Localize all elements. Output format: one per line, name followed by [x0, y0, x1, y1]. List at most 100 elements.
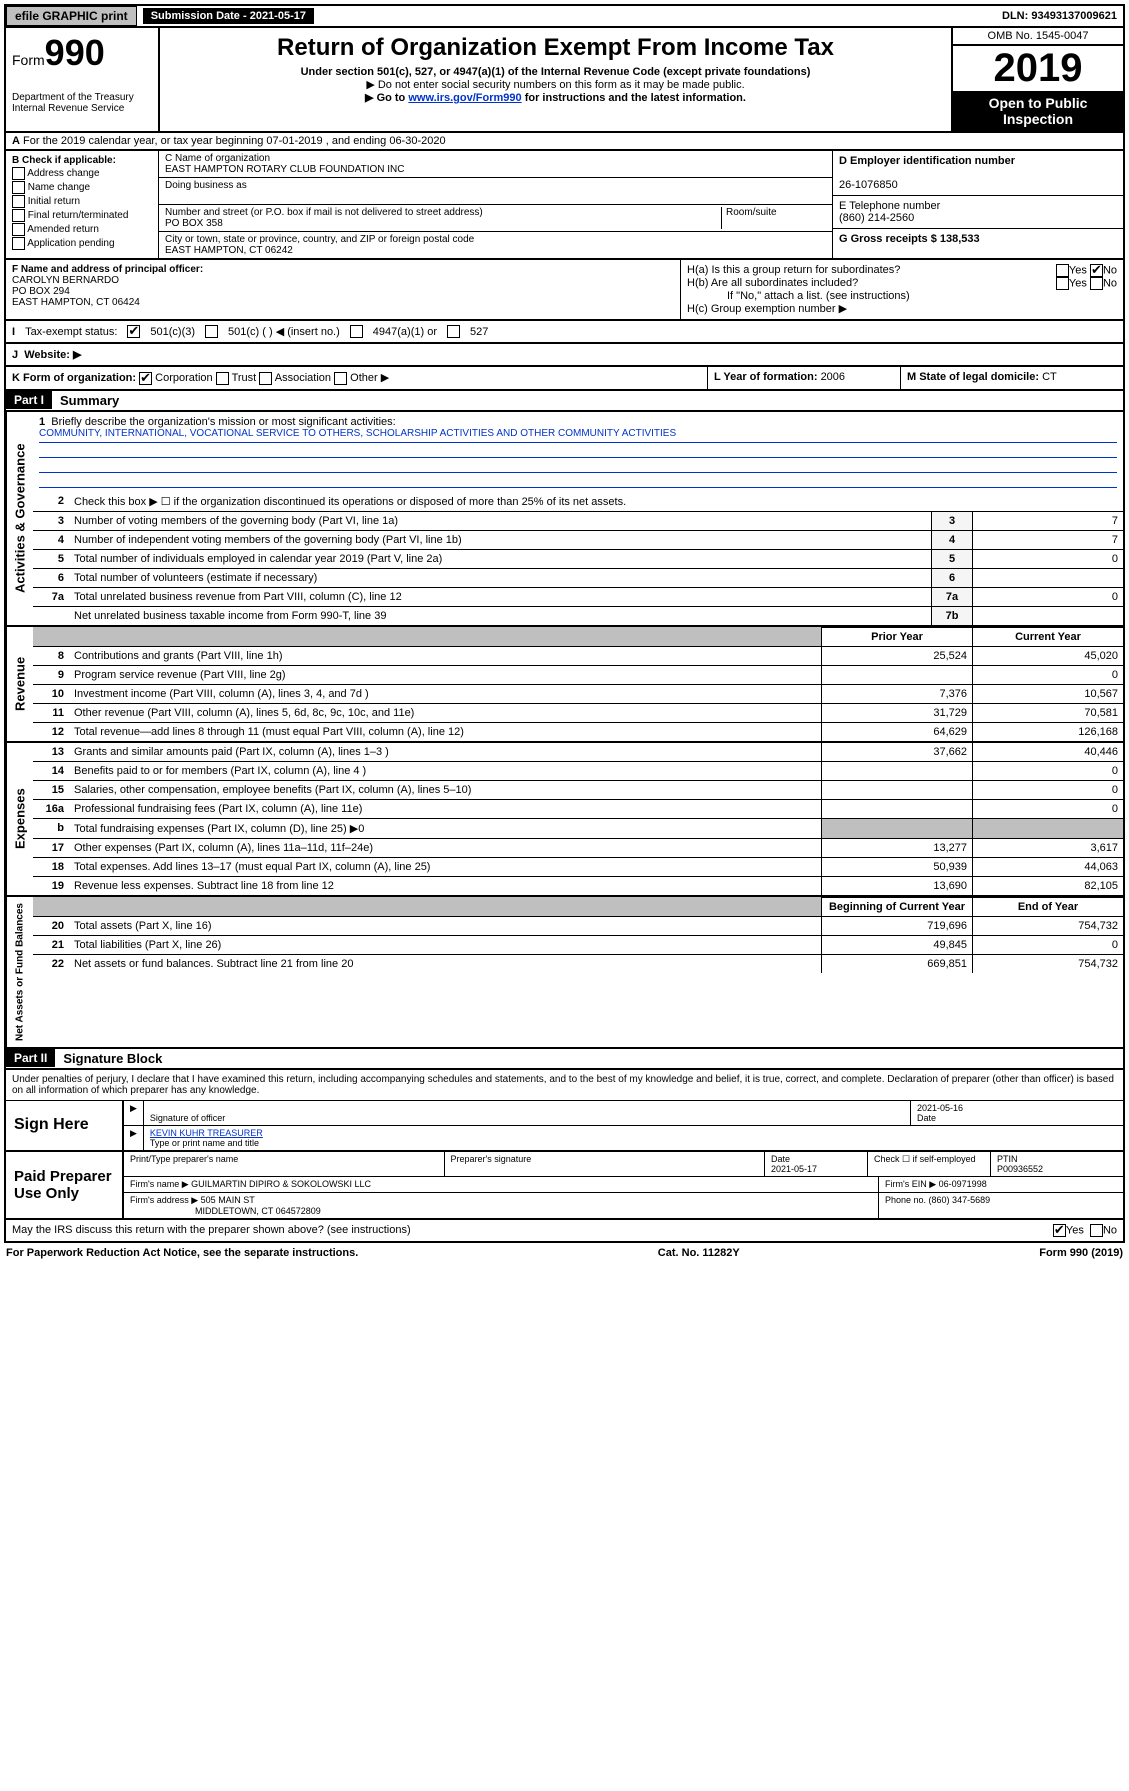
- line-7b-val: [973, 606, 1124, 625]
- opt-application-pending[interactable]: Application pending: [27, 238, 114, 249]
- domicile-value: CT: [1042, 371, 1057, 383]
- line-3: Number of voting members of the governin…: [69, 511, 932, 530]
- net-22-end: 754,732: [973, 954, 1124, 973]
- part-2-header: Part II Signature Block: [4, 1049, 1125, 1070]
- cb-4947[interactable]: [350, 325, 363, 338]
- opt-trust: Trust: [232, 372, 257, 384]
- cb-501c[interactable]: [205, 325, 218, 338]
- side-governance: Activities & Governance: [6, 412, 33, 625]
- net-22-begin: 669,851: [822, 954, 973, 973]
- part-1-badge: Part I: [6, 391, 52, 409]
- room-label: Room/suite: [726, 207, 777, 218]
- opt-corp: Corporation: [155, 372, 212, 384]
- box-c: C Name of organization EAST HAMPTON ROTA…: [159, 151, 833, 258]
- prep-name-label: Print/Type preparer's name: [130, 1154, 238, 1164]
- form-footer: Form 990 (2019): [1039, 1247, 1123, 1259]
- net-assets-section: Net Assets or Fund Balances Beginning of…: [4, 897, 1125, 1049]
- rev-12-prior: 64,629: [822, 722, 973, 741]
- net-line-21: Total liabilities (Part X, line 26): [69, 935, 822, 954]
- top-bar: efile GRAPHIC print Submission Date - 20…: [4, 4, 1125, 28]
- discuss-row: May the IRS discuss this return with the…: [4, 1220, 1125, 1243]
- rev-9-prior: [822, 665, 973, 684]
- box-f: F Name and address of principal officer:…: [6, 260, 681, 319]
- firm-name: GUILMARTIN DIPIRO & SOKOLOWSKI LLC: [191, 1179, 371, 1189]
- net-21-begin: 49,845: [822, 935, 973, 954]
- h-a-label: H(a) Is this a group return for subordin…: [687, 264, 900, 277]
- block-bcd: B Check if applicable: Address change Na…: [4, 151, 1125, 260]
- box-b-title: B Check if applicable:: [12, 155, 116, 166]
- sig-officer-label: Signature of officer: [150, 1113, 225, 1123]
- side-revenue: Revenue: [6, 627, 33, 741]
- tax-year: 2019: [953, 46, 1123, 91]
- row-j: J Website: ▶: [4, 344, 1125, 367]
- sig-date-label: Date: [917, 1113, 936, 1123]
- firm-name-label: Firm's name ▶: [130, 1179, 189, 1189]
- form-label: Form: [12, 52, 45, 68]
- officer-addr2: EAST HAMPTON, CT 06424: [12, 297, 140, 308]
- discuss-label: May the IRS discuss this return with the…: [12, 1224, 1053, 1236]
- line-7b: Net unrelated business taxable income fr…: [69, 606, 932, 625]
- phone-value: (860) 214-2560: [839, 212, 914, 224]
- end-year-header: End of Year: [973, 897, 1124, 916]
- prep-date: 2021-05-17: [771, 1164, 817, 1174]
- cb-527[interactable]: [447, 325, 460, 338]
- opt-final-return[interactable]: Final return/terminated: [28, 210, 129, 221]
- officer-typed-name: KEVIN KUHR TREASURER: [150, 1128, 263, 1138]
- form-org-label: K Form of organization:: [12, 372, 136, 384]
- begin-year-header: Beginning of Current Year: [822, 897, 973, 916]
- dba-label: Doing business as: [165, 180, 247, 191]
- signature-section: Under penalties of perjury, I declare th…: [4, 1070, 1125, 1220]
- firm-ein-label: Firm's EIN ▶: [885, 1179, 936, 1189]
- exp-13-prior: 37,662: [822, 743, 973, 762]
- tax-status-label: Tax-exempt status:: [25, 326, 117, 338]
- rev-10-curr: 10,567: [973, 684, 1124, 703]
- h-b-label: H(b) Are all subordinates included?: [687, 277, 858, 290]
- sig-date: 2021-05-16: [917, 1103, 963, 1113]
- pra-notice: For Paperwork Reduction Act Notice, see …: [6, 1247, 358, 1259]
- officer-addr1: PO BOX 294: [12, 286, 70, 297]
- rev-line-10: Investment income (Part VIII, column (A)…: [69, 684, 822, 703]
- exp-18-curr: 44,063: [973, 857, 1124, 876]
- current-year-header: Current Year: [973, 627, 1124, 646]
- note2-pre: ▶ Go to: [365, 92, 408, 104]
- ptin-value: P00936552: [997, 1164, 1043, 1174]
- firm-phone-label: Phone no.: [885, 1195, 929, 1205]
- efile-button[interactable]: efile GRAPHIC print: [6, 6, 137, 26]
- net-21-end: 0: [973, 935, 1124, 954]
- rev-12-curr: 126,168: [973, 722, 1124, 741]
- year-formation-label: L Year of formation:: [714, 371, 821, 383]
- exp-14-curr: 0: [973, 761, 1124, 780]
- opt-address-change[interactable]: Address change: [27, 168, 99, 179]
- line-5: Total number of individuals employed in …: [69, 549, 932, 568]
- exp-line-15: Salaries, other compensation, employee b…: [69, 780, 822, 799]
- opt-other: Other ▶: [350, 372, 389, 384]
- rev-line-12: Total revenue—add lines 8 through 11 (mu…: [69, 722, 822, 741]
- opt-initial-return[interactable]: Initial return: [28, 196, 80, 207]
- cat-number: Cat. No. 11282Y: [658, 1247, 740, 1259]
- exp-line-17: Other expenses (Part IX, column (A), lin…: [69, 838, 822, 857]
- rev-9-curr: 0: [973, 665, 1124, 684]
- box-h: H(a) Is this a group return for subordin…: [681, 260, 1123, 319]
- ptin-label: PTIN: [997, 1154, 1018, 1164]
- opt-amended[interactable]: Amended return: [27, 224, 99, 235]
- rev-11-curr: 70,581: [973, 703, 1124, 722]
- cb-501c3[interactable]: [127, 325, 140, 338]
- line-7a-val: 0: [973, 587, 1124, 606]
- self-employed-check[interactable]: Check ☐ if self-employed: [868, 1152, 991, 1176]
- exp-16a-curr: 0: [973, 799, 1124, 818]
- name-label: C Name of organization: [165, 153, 270, 164]
- dept-label: Department of the Treasury Internal Reve…: [12, 92, 152, 114]
- irs-link[interactable]: www.irs.gov/Form990: [408, 92, 521, 104]
- opt-name-change[interactable]: Name change: [28, 182, 90, 193]
- exp-18-prior: 50,939: [822, 857, 973, 876]
- opt-501c3: 501(c)(3): [150, 326, 195, 338]
- line-6: Total number of volunteers (estimate if …: [69, 568, 932, 587]
- exp-19-curr: 82,105: [973, 876, 1124, 895]
- part-2-badge: Part II: [6, 1049, 55, 1067]
- sign-here-label: Sign Here: [6, 1101, 124, 1150]
- line-3-val: 7: [973, 511, 1124, 530]
- exp-16a-prior: [822, 799, 973, 818]
- exp-line-14: Benefits paid to or for members (Part IX…: [69, 761, 822, 780]
- firm-addr-label: Firm's address ▶: [130, 1195, 198, 1205]
- exp-17-prior: 13,277: [822, 838, 973, 857]
